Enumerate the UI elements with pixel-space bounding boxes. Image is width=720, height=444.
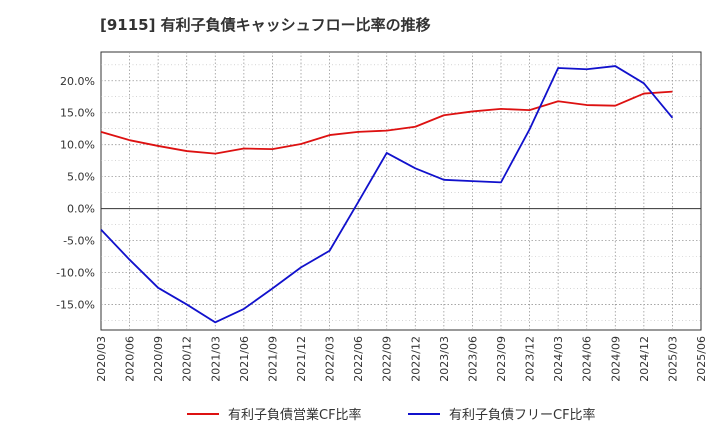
y-tick-label: -10.0%	[56, 266, 95, 279]
x-tick-label: 2024/12	[638, 336, 651, 382]
y-tick-label: -15.0%	[56, 298, 95, 311]
x-tick-label: 2024/09	[609, 336, 622, 382]
series-line-0	[100, 90, 673, 155]
x-tick-label: 2020/03	[95, 336, 108, 382]
x-tick-label: 2025/03	[666, 336, 679, 382]
x-tick-label: 2023/03	[438, 336, 451, 382]
y-tick-label: -5.0%	[63, 235, 95, 248]
y-tick-label: 10.0%	[60, 139, 95, 152]
x-tick-label: 2021/09	[266, 336, 279, 382]
series-line-1	[100, 65, 674, 324]
x-tick-label: 2023/12	[524, 336, 537, 382]
y-tick-label: 20.0%	[60, 75, 95, 88]
x-tick-label: 2025/06	[695, 336, 708, 382]
x-tick-label: 2023/09	[495, 336, 508, 382]
x-tick-label: 2024/03	[552, 336, 565, 382]
legend-label-0: 有利子負債営業CF比率	[228, 407, 362, 423]
axis-layer: -15.0% -10.0% -5.0% 0.0% 5.0% 10.0% 15.0% 20.0%…	[56, 75, 708, 382]
x-tick-label: 2021/03	[209, 336, 222, 382]
x-tick-label: 2022/09	[381, 336, 394, 382]
legend-label-1: 有利子負債フリーCF比率	[449, 407, 596, 423]
x-tick-label: 2022/03	[324, 336, 337, 382]
x-tick-label: 2023/06	[466, 336, 479, 382]
grid-layer	[100, 51, 702, 331]
plot-area	[100, 51, 702, 331]
x-tick-label: 2020/06	[124, 336, 137, 382]
x-tick-label: 2020/09	[152, 336, 165, 382]
x-tick-label: 2021/12	[295, 336, 308, 382]
y-tick-label: 5.0%	[67, 171, 95, 184]
x-tick-label: 2022/12	[409, 336, 422, 382]
series-layer	[100, 65, 674, 324]
x-tick-label: 2020/12	[181, 336, 194, 382]
x-tick-label: 2024/06	[581, 336, 594, 382]
legend: 有利子負債営業CF比率 有利子負債フリーCF比率	[187, 407, 596, 423]
x-tick-label: 2022/06	[352, 336, 365, 382]
y-tick-label: 0.0%	[67, 203, 95, 216]
x-tick-label: 2021/06	[238, 336, 251, 382]
y-tick-label: 15.0%	[60, 107, 95, 120]
chart-title: [9115] 有利子負債キャッシュフロー比率の推移	[100, 16, 431, 34]
